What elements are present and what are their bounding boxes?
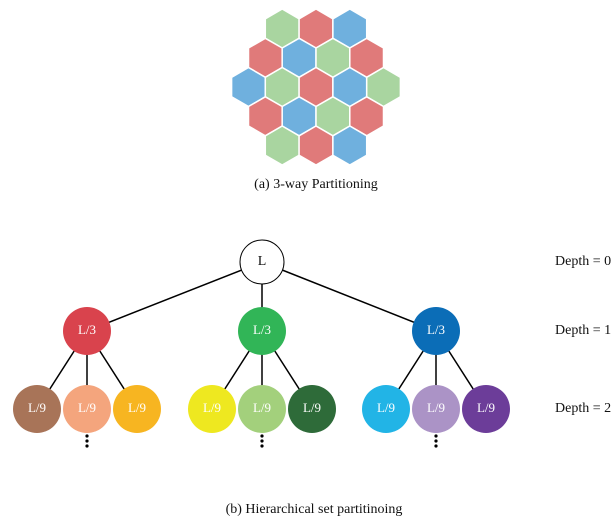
level2-label: L/9 [203,400,221,415]
level2-node [13,385,61,433]
level2-node [238,385,286,433]
level2-label: L/9 [128,400,146,415]
level2-label: L/9 [78,400,96,415]
level1-label: L/3 [253,322,271,337]
level1-label: L/3 [427,322,445,337]
root-label: L [258,254,267,269]
caption-a: (a) 3-way Partitioning [254,177,378,192]
level2-label: L/9 [427,400,445,415]
level2-label: L/9 [377,400,395,415]
hex-grid [230,8,402,166]
level1-node [412,307,460,355]
level2-node [288,385,336,433]
ellipsis-dot [85,444,89,448]
tree: L L/3 L/9 L/9 L/9 L/3 L/9 L/9 L/9 L/3 L/9 L/9 L/9 Dep… [13,239,611,448]
level2-label: L/9 [303,400,321,415]
depth-label: Depth = 0 [555,254,611,269]
level1-node [238,307,286,355]
level2-node [63,385,111,433]
depth-label: Depth = 1 [555,323,611,338]
ellipsis-dot [85,439,89,443]
ellipsis-dot [434,434,438,438]
edge [86,261,263,332]
ellipsis-dot [85,434,89,438]
level1-label: L/3 [78,322,96,337]
level1-node [63,307,111,355]
ellipsis-dot [434,444,438,448]
level2-node [113,385,161,433]
edge [261,261,437,332]
level2-node [462,385,510,433]
level2-node [188,385,236,433]
ellipsis-dot [260,434,264,438]
ellipsis-dot [260,439,264,443]
level2-label: L/9 [253,400,271,415]
level2-node [412,385,460,433]
ellipsis-dot [260,444,264,448]
level2-label: L/9 [28,400,46,415]
level2-label: L/9 [477,400,495,415]
level2-node [362,385,410,433]
caption-b: (b) Hierarchical set partitinoing [226,502,403,517]
hexagon [332,125,368,166]
root-node [239,239,285,285]
ellipsis-dot [434,439,438,443]
depth-label: Depth = 2 [555,401,611,416]
